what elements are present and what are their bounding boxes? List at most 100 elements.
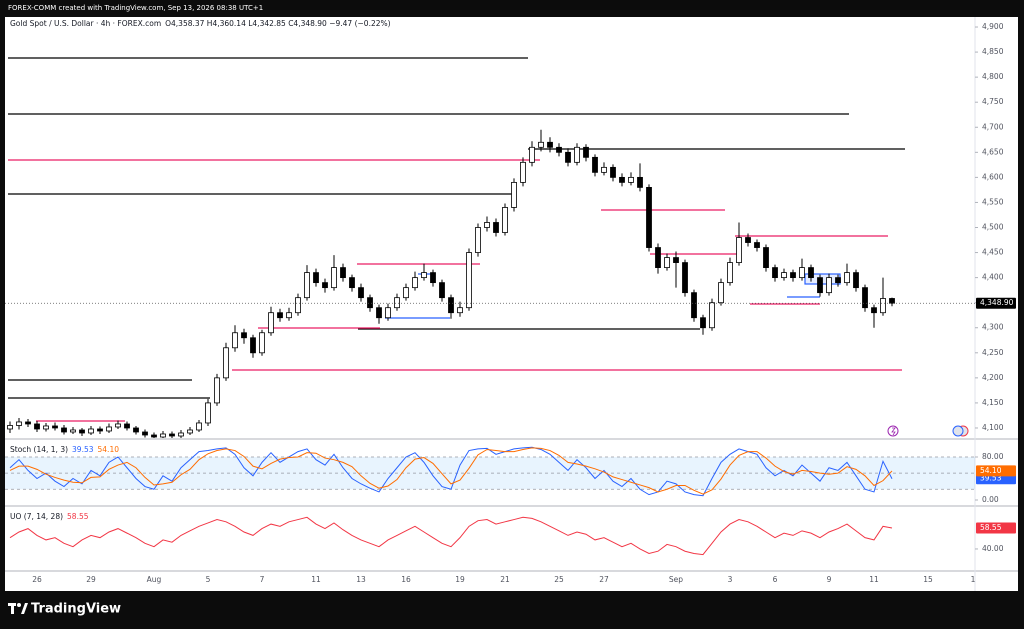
candle-body [628, 176, 634, 183]
candle-body [682, 262, 688, 294]
y-tick-label: 4,500 [982, 223, 1004, 232]
y-tick-label: 4,450 [982, 248, 1004, 257]
candle-body [826, 277, 832, 294]
candle-body [169, 433, 175, 437]
logo-part [17, 603, 21, 607]
candle-body [385, 307, 391, 319]
candle-body [610, 166, 616, 178]
x-tick-label: Aug [147, 575, 162, 584]
candle-body [754, 242, 760, 248]
candle-body [421, 272, 427, 279]
event-icon[interactable] [887, 425, 899, 437]
candle-body [52, 425, 58, 429]
candle-body [439, 282, 445, 299]
candle-body [286, 312, 292, 319]
candle-body [664, 257, 670, 268]
y-tick-label: 80.00 [982, 452, 1004, 461]
candle-body [412, 277, 418, 289]
candle-body [187, 429, 193, 434]
candle-body [457, 307, 463, 314]
y-tick-label: 4,300 [982, 323, 1004, 332]
legend-values: O4,358.37 H4,360.14 L4,342.85 C4,348.90 … [165, 19, 390, 28]
y-tick-label: 4,850 [982, 47, 1004, 56]
last-price-label-box [976, 297, 1016, 309]
candle-body [79, 429, 85, 434]
candle-body [736, 237, 742, 263]
plot: 4,1004,1504,2004,2504,3004,3504,4004,450… [5, 19, 1016, 584]
y-tick-label: 4,550 [982, 197, 1004, 206]
candle-body [376, 307, 382, 319]
candle-body [349, 277, 355, 289]
chart-background [5, 17, 1018, 591]
y-tick-label: 4,150 [982, 398, 1004, 407]
candle-body [313, 272, 319, 284]
candle-body [835, 277, 841, 284]
candle-body [547, 141, 553, 148]
candle-body [214, 377, 220, 404]
x-tick-label: Sep [669, 575, 683, 584]
candle-body [322, 282, 328, 289]
candles [7, 129, 895, 438]
candle-body [745, 237, 751, 243]
candle-body [304, 272, 310, 299]
candle-body [691, 292, 697, 319]
candle-body [808, 267, 814, 279]
x-tick-label: 21 [500, 575, 510, 584]
x-tick-label: 29 [86, 575, 96, 584]
legend-value: 58.55 [67, 512, 89, 521]
x-tick-label: 5 [206, 575, 211, 584]
candle-body [367, 297, 373, 309]
brand: TradingView [8, 602, 121, 617]
candle-body [178, 432, 184, 437]
candle-body [601, 166, 607, 173]
candle-body [340, 267, 346, 279]
candle-body [790, 272, 796, 279]
candle-body [133, 427, 139, 433]
candle-body [583, 146, 589, 158]
candle-body [259, 332, 265, 354]
candle-body [43, 425, 49, 430]
candle-body [115, 423, 121, 428]
x-tick-label: 19 [455, 575, 465, 584]
candle-body [205, 402, 211, 424]
y-tick-label: 4,900 [982, 22, 1004, 31]
y-tick-label: 4,650 [982, 147, 1004, 156]
candle-body [97, 428, 103, 432]
logo-part [21, 603, 28, 614]
x-tick-label: 15 [923, 575, 933, 584]
y-tick-label: 0.00 [982, 495, 999, 504]
candle-body [493, 222, 499, 233]
economic-event-icon[interactable] [952, 425, 964, 437]
last-price-label: 4,348.90 [980, 298, 1014, 307]
candle-body [7, 425, 13, 430]
level-band [5, 456, 975, 490]
y-tick-label: 4,400 [982, 273, 1004, 282]
candle-body [241, 332, 247, 339]
candle-body [124, 423, 130, 429]
candle-body [250, 337, 256, 354]
candle-body [529, 146, 535, 163]
candle-body [61, 427, 67, 433]
candle-body [844, 272, 850, 284]
candle-body [889, 298, 895, 304]
candle-body [871, 307, 877, 314]
x-tick-label: 26 [32, 575, 42, 584]
candle-body [799, 267, 805, 279]
legend-value: 39.53 [72, 445, 94, 454]
x-tick-label: 7 [260, 575, 265, 584]
series-group [9, 446, 893, 497]
candle-body [34, 423, 40, 430]
candle-body [448, 297, 454, 314]
candle-body [709, 302, 715, 329]
last-value-label: 58.55 [980, 523, 1002, 532]
y-tick-label: 4,250 [982, 348, 1004, 357]
candle-body [277, 312, 283, 319]
legend-title: UO (7, 14, 28) [10, 512, 63, 521]
candle-body [295, 297, 301, 314]
x-tick-label: 11 [311, 575, 321, 584]
legend-value: 54.10 [98, 445, 120, 454]
candle-body [430, 272, 436, 284]
y-tick-label: 4,800 [982, 72, 1004, 81]
candle-body [862, 287, 868, 309]
